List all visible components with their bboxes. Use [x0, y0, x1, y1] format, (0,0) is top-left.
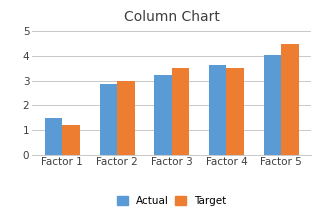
Bar: [209, 65, 226, 155]
Bar: [62, 125, 80, 155]
Bar: [154, 75, 172, 155]
Bar: [172, 69, 189, 155]
Title: Column Chart: Column Chart: [124, 10, 220, 24]
Legend: Actual, Target: Actual, Target: [117, 196, 226, 206]
Bar: [264, 55, 281, 155]
Bar: [117, 81, 134, 155]
Bar: [226, 69, 244, 155]
Bar: [100, 84, 117, 155]
Bar: [45, 118, 62, 155]
Bar: [281, 44, 299, 155]
